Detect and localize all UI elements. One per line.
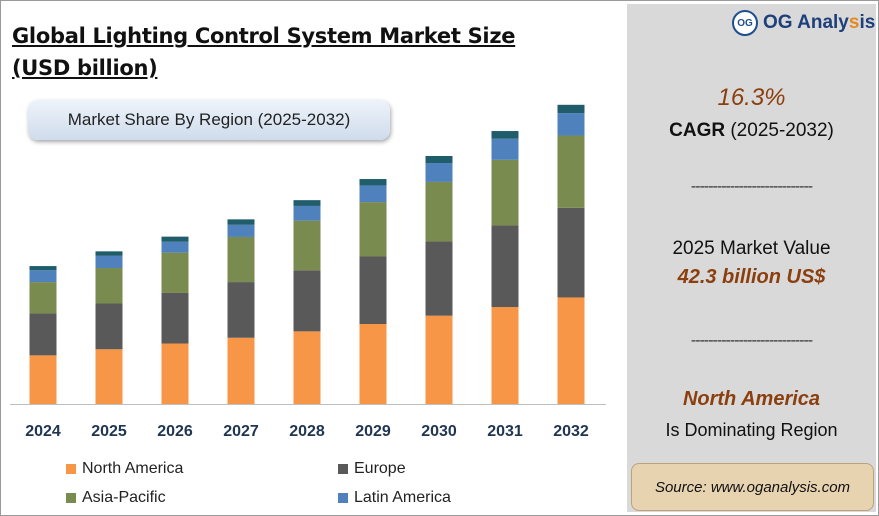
cagr-label-rest: (2025-2032)	[725, 120, 834, 141]
cagr-value: 16.3%	[717, 84, 786, 111]
bar-2030-latin-america	[425, 163, 453, 182]
chart-subtitle: Market Share By Region (2025-2032)	[28, 100, 390, 140]
legend-label: North America	[82, 460, 184, 477]
bar-2030-middle-east-africa	[425, 156, 453, 164]
bar-2029-europe	[359, 256, 387, 324]
market-value-label: 2025 Market Value	[672, 238, 831, 259]
divider-2: ----------------------------	[690, 332, 813, 349]
bar-2026-north-america	[161, 343, 189, 404]
bar-2026-latin-america	[161, 241, 189, 253]
bar-2028-latin-america	[293, 205, 321, 221]
og-analysis-logo: OG OG Analysis	[732, 10, 875, 36]
x-tick-label-2027: 2027	[223, 423, 259, 440]
bar-2024-latin-america	[29, 270, 57, 283]
x-tick-label-2026: 2026	[157, 423, 193, 440]
legend-swatch	[338, 493, 348, 503]
bar-2031-middle-east-africa	[491, 131, 519, 139]
bar-2027-europe	[227, 282, 255, 338]
bar-2024-europe	[29, 313, 57, 356]
bar-2025-asia-pacific	[95, 268, 123, 304]
bar-2027-north-america	[227, 337, 255, 404]
legend-item-north-america: North America	[66, 460, 183, 478]
bar-2029-latin-america	[359, 185, 387, 203]
bar-2029-middle-east-africa	[359, 179, 387, 186]
bar-2028-middle-east-africa	[293, 200, 321, 206]
bar-2026-asia-pacific	[161, 252, 189, 293]
legend-swatch	[66, 464, 76, 474]
chart-title-line1: Global Lighting Control System Market Si…	[12, 24, 516, 48]
bar-2025-latin-america	[95, 255, 123, 268]
x-tick-label-2028: 2028	[289, 423, 325, 440]
bar-2027-asia-pacific	[227, 236, 255, 283]
og-logo-icon: OG	[732, 10, 758, 36]
bar-2030-north-america	[425, 315, 453, 404]
bar-2032-north-america	[557, 297, 585, 404]
chart-title: Global Lighting Control System Market Si…	[12, 20, 515, 84]
bar-2032-europe	[557, 207, 585, 298]
bar-2026-europe	[161, 292, 189, 344]
bar-2024-middle-east-africa	[29, 266, 57, 271]
x-tick-label-2025: 2025	[91, 423, 127, 440]
bar-2030-asia-pacific	[425, 181, 453, 242]
chart-title-line2: (USD billion)	[12, 56, 158, 80]
x-tick-label-2024: 2024	[25, 423, 61, 440]
bar-2031-north-america	[491, 307, 519, 404]
bar-2025-europe	[95, 303, 123, 350]
bar-2031-europe	[491, 225, 519, 308]
bar-2031-asia-pacific	[491, 159, 519, 226]
bar-2025-north-america	[95, 349, 123, 404]
logo-text-main: OG Analy	[763, 12, 849, 33]
stacked-bar-chart: 2024 2025 2026 2027 2028 2029 2030 2031 2032	[10, 104, 606, 440]
legend-swatch	[338, 464, 348, 474]
market-value: 42.3 billion US$	[677, 266, 826, 288]
legend-item-latin-america: Latin America	[338, 489, 451, 507]
x-tick-label-2029: 2029	[355, 423, 391, 440]
legend-label: Latin America	[354, 489, 451, 506]
source-text: Source: www.oganalysis.com	[654, 478, 851, 496]
x-tick-label-2032: 2032	[553, 423, 589, 440]
legend-label: Europe	[354, 460, 406, 477]
bar-2027-latin-america	[227, 224, 255, 237]
dominating-region-label: Is Dominating Region	[665, 420, 838, 440]
bar-2029-north-america	[359, 324, 387, 404]
bar-2031-latin-america	[491, 138, 519, 160]
logo-text-accent: s	[848, 12, 860, 33]
bar-2026-middle-east-africa	[161, 236, 189, 242]
x-tick-label-2031: 2031	[487, 423, 523, 440]
info-panel	[627, 4, 876, 512]
x-tick-label-2030: 2030	[421, 423, 457, 440]
logo-text: OG Analysis	[763, 12, 875, 34]
bar-2032-latin-america	[557, 113, 585, 136]
logo-text-end: is	[859, 12, 876, 33]
cagr-label: CAGR (2025-2032)	[627, 120, 876, 142]
legend-item-europe: Europe	[338, 460, 406, 478]
bar-2024-asia-pacific	[29, 282, 57, 314]
legend-label: Asia-Pacific	[82, 489, 166, 506]
bar-2028-north-america	[293, 331, 321, 404]
legend-swatch	[66, 493, 76, 503]
bar-2032-asia-pacific	[557, 135, 585, 208]
cagr-label-bold: CAGR	[669, 120, 726, 141]
bar-2028-asia-pacific	[293, 220, 321, 271]
bar-2030-europe	[425, 241, 453, 316]
bar-2029-asia-pacific	[359, 202, 387, 257]
bar-2024-north-america	[29, 355, 57, 404]
divider-1: ----------------------------	[690, 178, 813, 195]
bar-2025-middle-east-africa	[95, 251, 123, 256]
bar-2028-europe	[293, 270, 321, 332]
bar-2032-middle-east-africa	[557, 104, 585, 114]
source-box: Source: www.oganalysis.com	[631, 463, 874, 511]
bar-2027-middle-east-africa	[227, 219, 255, 225]
dominating-region: North America	[682, 388, 821, 410]
chart-subtitle-text: Market Share By Region (2025-2032)	[67, 110, 351, 129]
legend-item-asia-pacific: Asia-Pacific	[66, 489, 166, 507]
